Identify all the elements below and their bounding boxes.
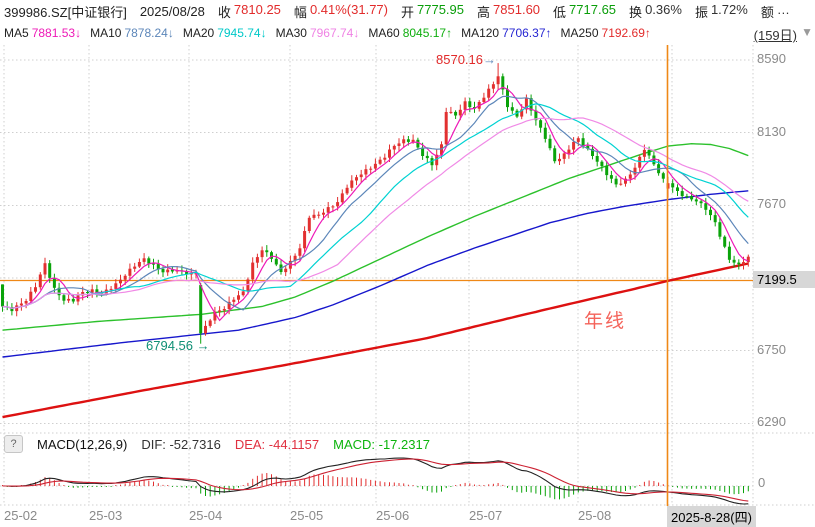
ma-item: MA30 7967.74↓ xyxy=(276,26,360,40)
quote-field-value: 7851.60 xyxy=(493,1,541,17)
x-axis-label: 25-05 xyxy=(290,508,324,523)
quote-field-label: 开 xyxy=(401,4,415,20)
macd-zero-label: 0 xyxy=(758,475,766,490)
quote-field-value: 7775.95 xyxy=(417,1,465,17)
ma-items: MA5 7881.53↓ MA10 7878.24↓ MA20 7945.74↓ MA30 7… xyxy=(4,26,651,40)
crosshair-date-label: 2025-8-28(四) xyxy=(667,506,756,527)
quote-header: 399986.SZ[中证银行] 2025/08/28 收 7810.25 幅 0.41… xyxy=(4,1,790,21)
y-axis-label: 8590 xyxy=(757,51,786,66)
quote-field-value: 0.41%(31.77) xyxy=(309,1,388,17)
ma-value: 7881.53↓ xyxy=(31,26,82,40)
x-axis-label: 25-02 xyxy=(4,508,38,523)
ma-value: 7945.74↓ xyxy=(217,26,267,40)
arrow-right-icon: → xyxy=(196,338,210,353)
ma-value: 7967.74↓ xyxy=(309,26,360,40)
quote-field: 额… xyxy=(761,2,790,21)
quote-field-value: 1.72% xyxy=(710,1,748,17)
quote-field-label: 高 xyxy=(477,4,491,20)
quote-field-label: 低 xyxy=(553,4,567,20)
ma-value: 7192.69↑ xyxy=(601,26,651,40)
ma-item: MA120 7706.37↑ xyxy=(461,26,551,40)
ma-item: MA250 7192.69↑ xyxy=(561,26,651,40)
ma-label: MA30 xyxy=(275,26,307,40)
x-axis-label: 25-08 xyxy=(578,508,612,523)
quote-field: 收 7810.25 xyxy=(218,2,281,21)
annotation-trough-price: 6794.56 → xyxy=(146,338,210,353)
x-axis-label: 25-07 xyxy=(469,508,503,523)
quote-field-label: 额 xyxy=(760,4,774,20)
annotation-year-line: 年线 xyxy=(584,311,627,332)
quote-fields: 收 7810.25 幅 0.41%(31.77) 开 7775.95 高 7851.60 低 77… xyxy=(218,2,790,21)
dif-value: DIF: -52.7316 xyxy=(141,436,221,452)
ma-item: MA60 8045.17↑ xyxy=(368,26,452,40)
arrow-right-icon: → xyxy=(483,52,496,67)
quote-field: 开 7775.95 xyxy=(401,2,464,21)
quote-field: 低 7717.65 xyxy=(553,2,616,21)
ma-label: MA60 xyxy=(368,26,400,40)
quote-field: 换 0.36% xyxy=(629,2,682,21)
ma-item: MA5 7881.53↓ xyxy=(4,26,81,40)
y-axis-label: 6290 xyxy=(757,414,786,429)
quote-field-value: … xyxy=(776,1,790,17)
x-axis-label: 25-03 xyxy=(89,508,123,523)
quote-date: 2025/08/28 xyxy=(139,3,205,19)
quote-field-label: 收 xyxy=(217,4,231,20)
macd-header-row: ? MACD(12,26,9) DIF: -52.7316 DEA: -44.1… xyxy=(4,434,430,454)
annotation-peak-price: 8570.16→ xyxy=(436,52,496,67)
quote-field-label: 换 xyxy=(629,4,643,20)
y-axis-label: 6750 xyxy=(757,342,786,357)
dea-value: DEA: -44.1157 xyxy=(234,436,320,452)
quote-field: 高 7851.60 xyxy=(477,2,540,21)
help-button[interactable]: ? xyxy=(4,435,23,453)
ma-label: MA5 xyxy=(4,26,29,40)
crosshair-price-label: 7199.5 xyxy=(753,271,815,288)
ma-item: MA10 7878.24↓ xyxy=(90,26,174,40)
quote-field-value: 7717.65 xyxy=(569,1,617,17)
macd-value: MACD: -17.2317 xyxy=(333,436,430,452)
x-axis-label: 25-04 xyxy=(189,508,223,523)
ma-value: 7706.37↑ xyxy=(502,26,552,40)
ma-label: MA120 xyxy=(461,26,500,40)
symbol-name: 399986.SZ[中证银行] xyxy=(4,4,127,20)
x-axis-label: 25-06 xyxy=(376,508,410,523)
quote-field-label: 振 xyxy=(694,4,708,20)
y-axis-label: 8130 xyxy=(757,124,786,139)
quote-field: 振 1.72% xyxy=(695,2,748,21)
quote-field: 幅 0.41%(31.77) xyxy=(294,2,388,21)
ma-item: MA20 7945.74↓ xyxy=(183,26,267,40)
ma-value: 8045.17↑ xyxy=(402,26,453,40)
ma-label: MA250 xyxy=(560,26,599,40)
quote-field-value: 0.36% xyxy=(645,1,682,17)
macd-indicator-name[interactable]: MACD(12,26,9) xyxy=(37,436,128,452)
chevron-down-icon[interactable]: ▼ xyxy=(801,25,813,39)
ma-label: MA10 xyxy=(90,26,122,40)
ma-value: 7878.24↓ xyxy=(124,26,174,40)
ma-label: MA20 xyxy=(182,26,215,40)
ma-value-row: MA5 7881.53↓ MA10 7878.24↓ MA20 7945.74↓ MA30 7… xyxy=(4,23,651,43)
period-selector[interactable]: (159日) xyxy=(753,28,797,43)
quote-field-label: 幅 xyxy=(293,4,307,20)
quote-field-value: 7810.25 xyxy=(233,1,281,17)
y-axis-label: 7670 xyxy=(757,196,786,211)
